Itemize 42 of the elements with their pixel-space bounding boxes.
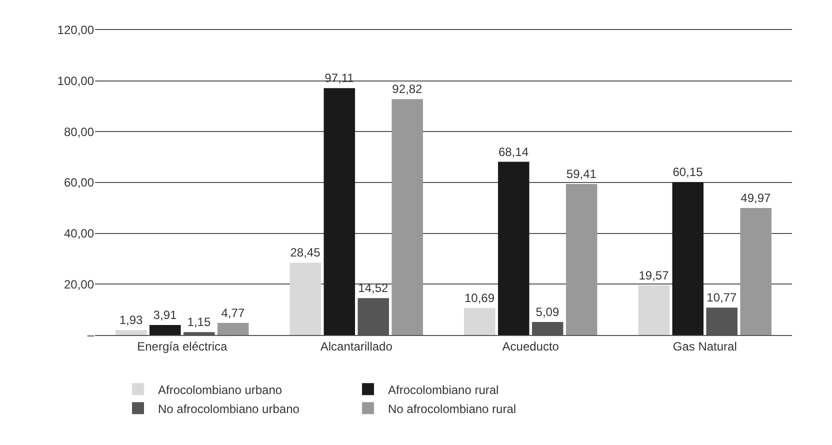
bar xyxy=(566,184,598,335)
data-label: 3,91 xyxy=(153,308,177,322)
bar xyxy=(290,262,322,335)
bar xyxy=(150,325,181,335)
bar xyxy=(116,330,147,335)
bar xyxy=(392,99,423,335)
data-label: 14,52 xyxy=(358,281,389,296)
bar xyxy=(638,285,670,335)
data-label: 68,14 xyxy=(498,144,529,159)
y-tick-label: 40,00 xyxy=(64,226,94,241)
x-tick-label: Energía eléctrica xyxy=(137,339,228,354)
x-tick-label: Gas Natural xyxy=(672,339,737,354)
data-label: 92,82 xyxy=(392,82,423,96)
data-label: 5,09 xyxy=(536,305,560,320)
y-tick-label: 100,00 xyxy=(57,74,94,88)
x-tick-label: Alcantarillado xyxy=(320,339,393,354)
bar xyxy=(324,88,356,335)
data-label: 1,93 xyxy=(119,313,143,328)
data-label: 59,41 xyxy=(566,167,597,181)
bar xyxy=(672,182,704,335)
legend-label: No afrocolombiano urbano xyxy=(158,402,300,416)
y-tick-label: 20,00 xyxy=(64,277,94,292)
bar xyxy=(740,208,772,335)
data-label: 1,15 xyxy=(187,315,211,330)
y-tick-label: 80,00 xyxy=(64,124,94,139)
data-label: 10,69 xyxy=(464,290,495,305)
data-label: 60,15 xyxy=(672,165,704,180)
bar xyxy=(498,162,530,335)
bar xyxy=(464,308,496,335)
legend-label: Afrocolombiano rural xyxy=(388,382,499,397)
x-tick-label: Acueducto xyxy=(502,339,560,354)
y-tick-label: 120,00 xyxy=(57,23,94,38)
data-label: 28,45 xyxy=(290,246,321,260)
y-tick-label: 60,00 xyxy=(64,176,94,190)
legend-label: Afrocolombiano urbano xyxy=(158,382,282,397)
data-label: 49,97 xyxy=(740,190,772,205)
data-label: 4,77 xyxy=(221,306,245,320)
data-label: 19,57 xyxy=(638,268,670,282)
bar xyxy=(217,322,249,335)
data-label: 10,77 xyxy=(706,290,738,305)
legend-label: No afrocolombiano rural xyxy=(388,402,516,416)
y-tick-label: – xyxy=(87,328,94,342)
